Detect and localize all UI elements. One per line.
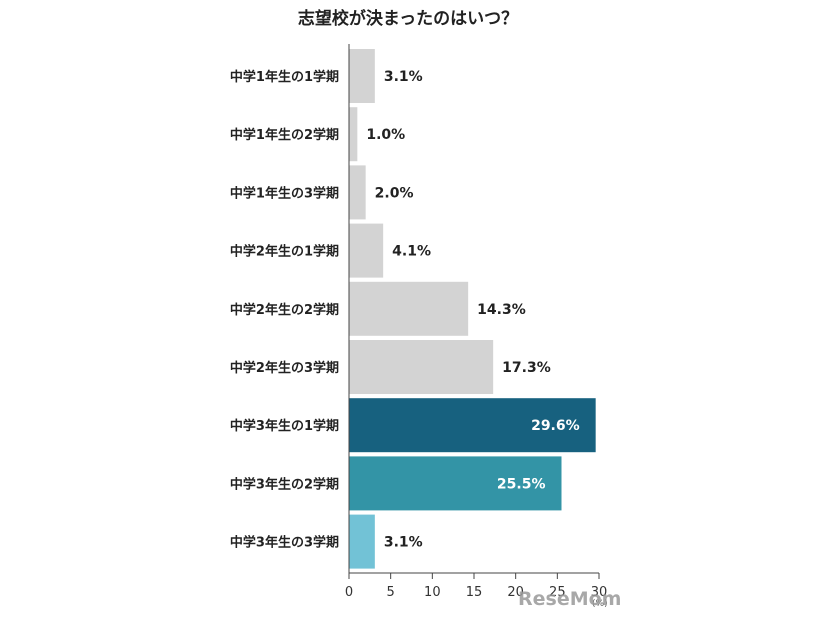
- x-tick-label: 15: [466, 585, 483, 600]
- value-label: 3.1%: [384, 535, 423, 551]
- category-label: 中学3年生の3学期: [230, 535, 339, 551]
- category-label: 中学2年生の2学期: [230, 302, 339, 318]
- value-label: 2.0%: [375, 185, 414, 201]
- x-tick-label: 5: [387, 585, 395, 600]
- value-label: 14.3%: [477, 302, 526, 318]
- bar-1: [349, 49, 375, 103]
- x-tick-label: 0: [345, 585, 353, 600]
- x-tick-label: 30: [591, 585, 608, 600]
- bar-6: [349, 340, 494, 394]
- x-axis-ticks: 0 5 10 15 20 25 30: [345, 573, 607, 600]
- value-label: 3.1%: [384, 69, 423, 85]
- bar-5: [349, 281, 469, 336]
- bar-8: [349, 456, 562, 511]
- bar-2: [349, 107, 358, 162]
- bar-9: [349, 514, 375, 569]
- category-label: 中学1年生の1学期: [230, 69, 339, 85]
- bar-7: [349, 398, 596, 453]
- value-label: 25.5%: [497, 476, 546, 492]
- category-label: 中学1年生の2学期: [230, 127, 339, 143]
- x-unit-label: (%): [592, 599, 608, 609]
- category-label: 中学2年生の1学期: [230, 244, 339, 260]
- category-label: 中学3年生の1学期: [230, 418, 339, 434]
- value-label: 29.6%: [531, 418, 580, 434]
- category-labels: 中学1年生の1学期中学1年生の2学期中学1年生の3学期中学2年生の1学期中学2年…: [230, 69, 339, 551]
- value-label: 1.0%: [366, 127, 405, 143]
- bars-group: [349, 49, 596, 569]
- value-label: 4.1%: [392, 244, 431, 260]
- x-tick-label: 10: [424, 585, 441, 600]
- x-tick-label: 20: [507, 585, 524, 600]
- category-label: 中学1年生の3学期: [230, 185, 339, 201]
- watermark-logo: ReseMom: [518, 588, 621, 610]
- bar-3: [349, 165, 366, 220]
- category-label: 中学2年生の3学期: [230, 360, 339, 376]
- x-tick-label: 25: [549, 585, 566, 600]
- category-label: 中学3年生の2学期: [230, 476, 339, 492]
- bar-4: [349, 223, 384, 278]
- value-labels: 3.1% 1.0% 2.0% 4.1% 14.3% 17.3% 29.6% 25.5% 3.1%: [366, 69, 579, 551]
- value-label: 17.3%: [502, 360, 551, 376]
- chart-title: 志望校が決まったのはいつ？: [298, 8, 518, 29]
